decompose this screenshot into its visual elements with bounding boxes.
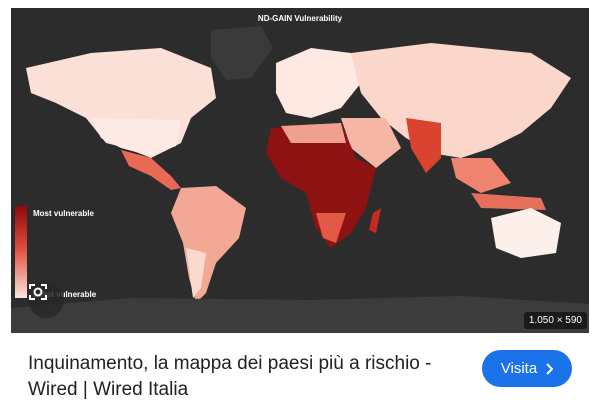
landmass [281,123,346,143]
legend-label: Most vulnerable [33,209,94,218]
legend-label: Least vulnerable [33,290,97,299]
chevron [546,362,554,375]
landmass [406,118,441,173]
landmass [211,26,273,80]
landmass [11,296,589,333]
lens-button[interactable] [28,282,64,318]
size-badge: 1.050 × 590 [523,312,587,329]
world-map [11,26,589,333]
landmass [471,193,546,210]
map-title: ND-GAIN Vulnerability [257,14,343,23]
landmass [171,186,246,303]
landmass [369,208,381,233]
landmass [316,213,346,243]
landmass [121,150,181,190]
landmass [351,43,571,158]
landmass [451,158,511,193]
landmass [276,48,361,118]
landmass [491,208,561,258]
visit-button[interactable]: Visita [482,350,572,387]
result-title[interactable]: Inquinamento, la mappa dei paesi più a r… [28,353,432,400]
lens-icon [29,284,47,300]
button-label: Visita [500,360,538,377]
landmass [266,123,376,248]
landmass [341,118,401,168]
legend-gradient [15,206,27,298]
landmass [186,248,206,298]
landmass [91,118,181,156]
image-preview[interactable]: ND-GAIN Vulnerability Most vulnerable Le… [11,8,589,333]
